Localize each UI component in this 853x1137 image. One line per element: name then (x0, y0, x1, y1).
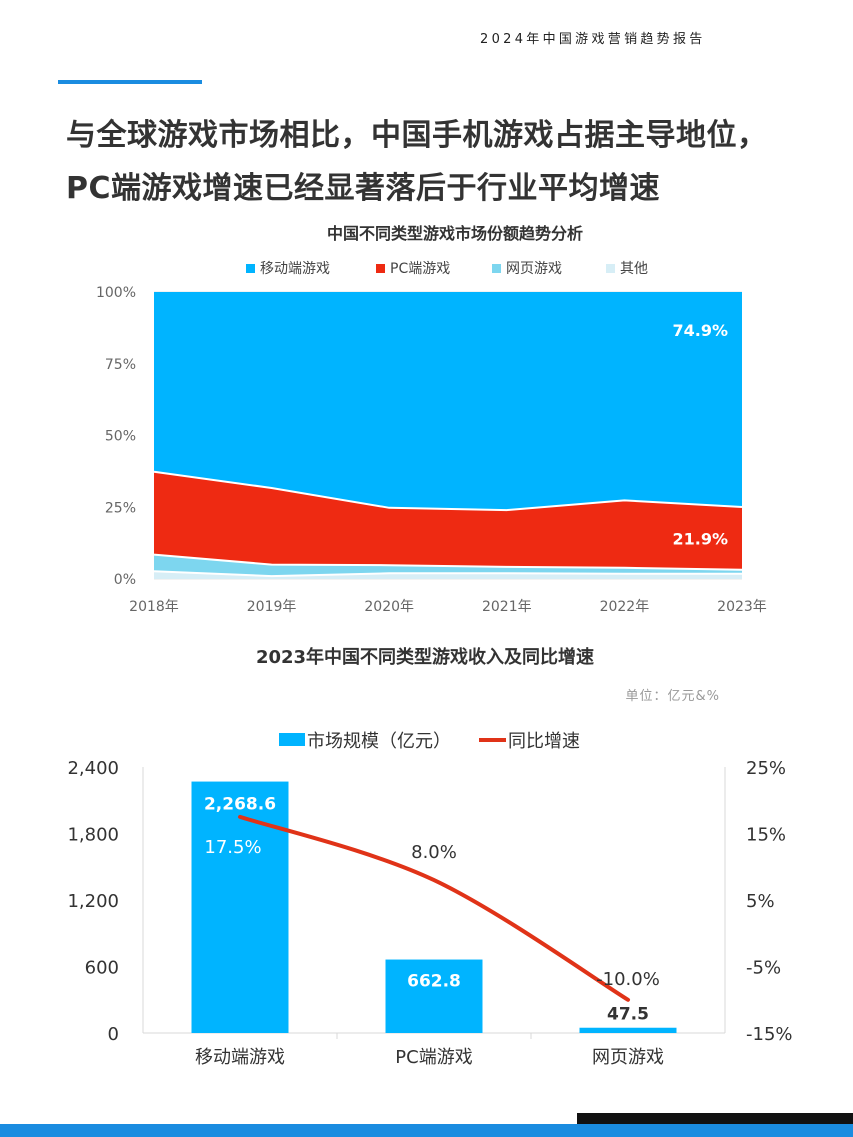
chart1-legend-swatch (376, 264, 385, 273)
chart1-y-tick: 75% (105, 357, 136, 373)
chart2-x-tick: PC端游戏 (395, 1047, 472, 1068)
footer-black-bar (577, 1113, 853, 1124)
chart2-legend-line-label: 同比增速 (508, 731, 580, 752)
chart1-area-other (154, 571, 742, 579)
headline-line-1: 与全球游戏市场相比，中国手机游戏占据主导地位， (66, 118, 768, 153)
chart2-y-right-tick: 25% (746, 758, 786, 779)
chart1-annotations: 74.9% 21.9% (672, 321, 728, 548)
chart1-area-web (154, 554, 742, 577)
chart2-y-left-tick: 1,800 (67, 825, 119, 846)
chart1-legend-swatch (492, 264, 501, 273)
chart2-title: 2023年中国不同类型游戏收入及同比增速 (256, 646, 594, 668)
chart2-axes: 0 600 1,200 1,800 2,400 -15% -5% 5% 15% 25% 移动端游戏 P… (67, 758, 792, 1068)
chart1-annotation-pc: 21.9% (672, 530, 728, 549)
chart1-boundary-line (153, 470, 743, 512)
chart2-bar (385, 959, 483, 1033)
chart2-bars (191, 781, 677, 1033)
chart2-y-right-tick: -15% (746, 1024, 793, 1045)
chart2-y-right-tick: -5% (746, 958, 781, 979)
chart2-data-labels: 2,268.6 662.8 47.5 17.5% 8.0% -10.0% (204, 795, 660, 1025)
chart1-legend-label: 网页游戏 (506, 261, 562, 277)
chart1-x-tick: 2018年 (129, 599, 179, 615)
chart1-legend: 移动端游戏 PC端游戏 网页游戏 其他 (246, 261, 648, 277)
chart2-line-label: -10.0% (596, 969, 660, 990)
chart2-y-left-tick: 1,200 (67, 891, 119, 912)
chart1-x-tick: 2019年 (247, 599, 297, 615)
chart2-line-label: 17.5% (204, 837, 261, 858)
chart2-y-left-tick: 0 (108, 1024, 119, 1045)
chart2-growth-line-path (238, 814, 630, 1002)
chart2-unit-note: 单位：亿元&% (626, 689, 721, 704)
chart1-y-tick: 0% (114, 572, 136, 588)
chart2-x-tick: 移动端游戏 (195, 1047, 285, 1068)
chart1-x-tick: 2023年 (717, 599, 767, 615)
chart2-line-label: 8.0% (411, 842, 457, 863)
chart2-bar-label: 47.5 (607, 1005, 649, 1025)
chart2-y-right-tick: 15% (746, 825, 786, 846)
chart1-legend-label: 其他 (620, 261, 648, 277)
chart2-y-left-tick: 600 (85, 958, 119, 979)
chart1-y-tick: 100% (96, 285, 136, 301)
market-share-area-chart: 中国不同类型游戏市场份额趋势分析 移动端游戏 PC端游戏 网页游戏 其他 0% 25% 5… (96, 224, 767, 615)
chart2-growth-line (238, 814, 630, 1002)
chart1-annotation-mobile: 74.9% (672, 321, 728, 340)
chart1-boundary-line (153, 553, 743, 571)
chart1-boundary-line (153, 570, 742, 578)
chart1-legend-label: 移动端游戏 (260, 261, 330, 277)
chart1-y-tick: 50% (105, 429, 136, 445)
accent-line (58, 80, 202, 84)
chart2-legend-bar-label: 市场规模（亿元） (307, 731, 451, 752)
chart1-x-tick: 2020年 (364, 599, 414, 615)
chart1-y-axis: 0% 25% 50% 75% 100% (96, 285, 136, 588)
chart1-area-mobile (154, 292, 742, 511)
chart1-x-tick: 2022年 (600, 599, 650, 615)
chart1-y-tick: 25% (105, 500, 136, 516)
chart2-bar (579, 1027, 677, 1033)
chart1-legend-swatch (606, 264, 615, 273)
chart2-bar (191, 781, 289, 1033)
headline-line-2: PC端游戏增速已经显著落后于行业平均增速 (66, 171, 661, 206)
chart1-legend-swatch (246, 264, 255, 273)
chart1-x-axis: 2018年 2019年 2020年 2021年 2022年 2023年 (129, 599, 767, 615)
footer-blue-bar (0, 1124, 853, 1137)
chart2-bar-label: 662.8 (407, 972, 461, 992)
chart1-legend-label: PC端游戏 (390, 261, 450, 277)
chart2-y-right-tick: 5% (746, 891, 775, 912)
chart1-x-tick: 2021年 (482, 599, 532, 615)
chart2-bar-label: 2,268.6 (204, 795, 276, 815)
chart1-area-pc (154, 471, 742, 570)
chart2-x-tick: 网页游戏 (592, 1047, 664, 1068)
chart2-y-left-tick: 2,400 (67, 758, 119, 779)
chart1-areas (153, 292, 743, 579)
revenue-growth-combo-chart: 2023年中国不同类型游戏收入及同比增速 单位：亿元&% 市场规模（亿元） 同比增… (67, 646, 792, 1068)
report-title: 2024年中国游戏营销趋势报告 (480, 32, 706, 47)
chart1-title: 中国不同类型游戏市场份额趋势分析 (327, 224, 583, 243)
chart2-legend: 市场规模（亿元） 同比增速 (279, 731, 580, 752)
chart2-legend-bar-swatch (279, 733, 305, 746)
